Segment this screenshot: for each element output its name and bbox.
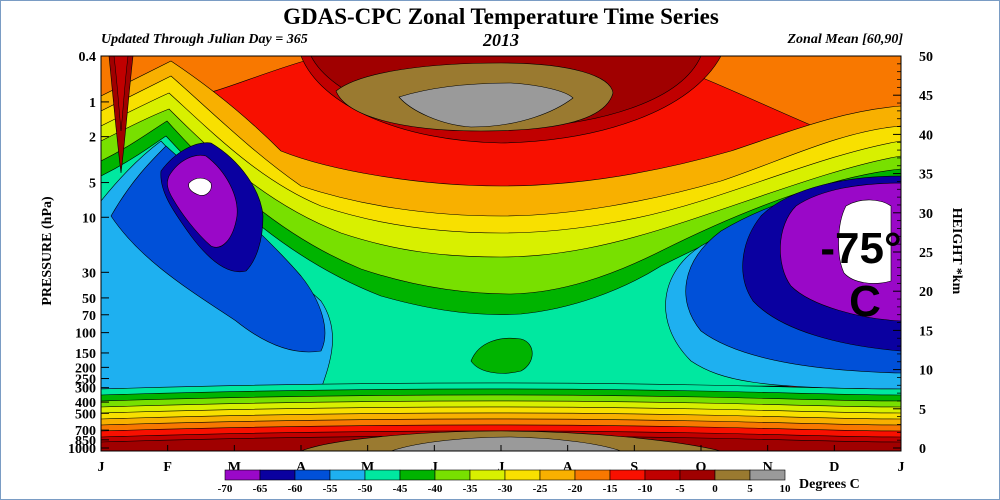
height-tick-label: 50	[919, 50, 933, 65]
colorbar-swatch-9	[539, 469, 576, 481]
pressure-tick-label: 400	[75, 396, 96, 411]
height-tick-label: 30	[919, 207, 933, 222]
height-tick-label: 20	[919, 285, 933, 300]
month-tick-label: A	[563, 460, 574, 475]
colorbar-level-label: -20	[568, 483, 583, 495]
pressure-tick-label: 850	[75, 434, 96, 449]
pressure-tick-label: 30	[82, 266, 96, 281]
summer-green-cell	[470, 337, 533, 374]
pressure-tick-label: 100	[75, 327, 96, 342]
cold-band-6	[167, 155, 238, 248]
month-tick-label: J	[898, 460, 905, 475]
colorbar-swatch-4	[364, 469, 401, 481]
annotation-line-2: C	[849, 277, 881, 326]
pressure-tick-label: 500	[75, 407, 96, 422]
pressure-tick-label: 250	[75, 373, 96, 388]
pressure-tick-label: 70	[82, 309, 96, 324]
colorbar-level-label: -50	[358, 483, 373, 495]
chart-subtitle-right: Zonal Mean [60,90]	[787, 32, 904, 47]
upper-band-0	[101, 56, 901, 162]
height-tick-label: 10	[919, 364, 933, 379]
pressure-tick-label: 0.4	[79, 50, 97, 65]
colorbar-level-label: -5	[675, 483, 685, 495]
pressure-tick-label: 1	[89, 96, 96, 111]
month-tick-label: J	[498, 460, 505, 475]
colorbar-swatch-14	[714, 469, 751, 481]
colorbar-swatch-5	[399, 469, 436, 481]
colorbar-swatch-6	[434, 469, 471, 481]
colorbar-level-label: -65	[253, 483, 268, 495]
chart-subtitle-left: Updated Through Julian Day = 365	[101, 32, 308, 47]
month-tick-label: F	[163, 460, 172, 475]
pressure-tick-label: 200	[75, 361, 96, 376]
pressure-tick-label: 700	[75, 424, 96, 439]
colorbar-level-label: 10	[780, 483, 792, 495]
colorbar-swatch-2	[294, 469, 331, 481]
colorbar-swatch-11	[609, 469, 646, 481]
month-tick-label: D	[829, 460, 839, 475]
pressure-tick-label: 1000	[68, 442, 96, 457]
month-tick-label: J	[98, 460, 105, 475]
height-tick-label: 40	[919, 128, 933, 143]
height-tick-label: 5	[919, 403, 926, 418]
colorbar-level-label: 5	[747, 483, 753, 495]
pressure-tick-label: 50	[82, 292, 96, 307]
colorbar-level-label: -60	[288, 483, 303, 495]
height-tick-label: 0	[919, 442, 926, 457]
month-tick-label: S	[630, 460, 638, 475]
extreme-cell-1	[838, 199, 892, 284]
annotation-line-1: -75°	[820, 224, 901, 273]
colorbar-level-label: -70	[218, 483, 233, 495]
colorbar-swatch-10	[574, 469, 611, 481]
colorbar-level-label: -10	[638, 483, 653, 495]
chart-subtitle-year: 2013	[483, 30, 519, 50]
upper-core-3	[398, 82, 574, 128]
pressure-axis-label: PRESSURE (hPa)	[40, 196, 55, 306]
height-tick-label: 15	[919, 324, 933, 339]
height-tick-label: 45	[919, 89, 933, 104]
jan-warm-core	[113, 56, 129, 132]
colorbar-swatch-15	[749, 469, 786, 481]
colorbar-swatch-0	[224, 469, 261, 481]
colorbar-swatch-1	[259, 469, 296, 481]
extreme-cell-3	[390, 436, 622, 451]
pressure-tick-label: 2	[89, 131, 96, 146]
pressure-tick-label: 10	[82, 211, 96, 226]
contour-field	[101, 56, 901, 451]
extreme-cell-0	[188, 177, 212, 196]
colorbar-swatch-3	[329, 469, 366, 481]
colorbar-units: Degrees C	[799, 477, 860, 492]
colorbar-level-label: -45	[393, 483, 408, 495]
colorbar-level-label: -30	[498, 483, 513, 495]
height-axis-label: HEIGHT *km	[949, 208, 964, 295]
month-tick-label: A	[296, 460, 307, 475]
month-tick-label: J	[431, 460, 438, 475]
colorbar-level-label: 0	[712, 483, 718, 495]
chart-title: GDAS-CPC Zonal Temperature Time Series	[283, 4, 719, 29]
colorbar-level-label: -40	[428, 483, 443, 495]
colorbar-swatch-13	[679, 469, 716, 481]
colorbar-level-label: -35	[463, 483, 478, 495]
colorbar-swatch-12	[644, 469, 681, 481]
colorbar-level-label: -15	[603, 483, 618, 495]
colorbar-level-label: -25	[533, 483, 548, 495]
month-tick-label: N	[763, 460, 773, 475]
colorbar-swatch-8	[504, 469, 541, 481]
height-tick-label: 25	[919, 246, 933, 261]
min-temperature-annotation: -75°C	[820, 224, 901, 326]
colorbar-swatch-7	[469, 469, 506, 481]
height-tick-label: 35	[919, 168, 933, 183]
pressure-tick-label: 150	[75, 347, 96, 362]
month-tick-label: O	[696, 460, 707, 475]
pressure-tick-label: 5	[89, 177, 96, 192]
colorbar-level-label: -55	[323, 483, 338, 495]
pressure-tick-label: 300	[75, 382, 96, 397]
colorbar: -70 -65 -60 -55 -50 -45 -40 -35 -30 -25 -20 -15 -10-…	[218, 469, 792, 495]
